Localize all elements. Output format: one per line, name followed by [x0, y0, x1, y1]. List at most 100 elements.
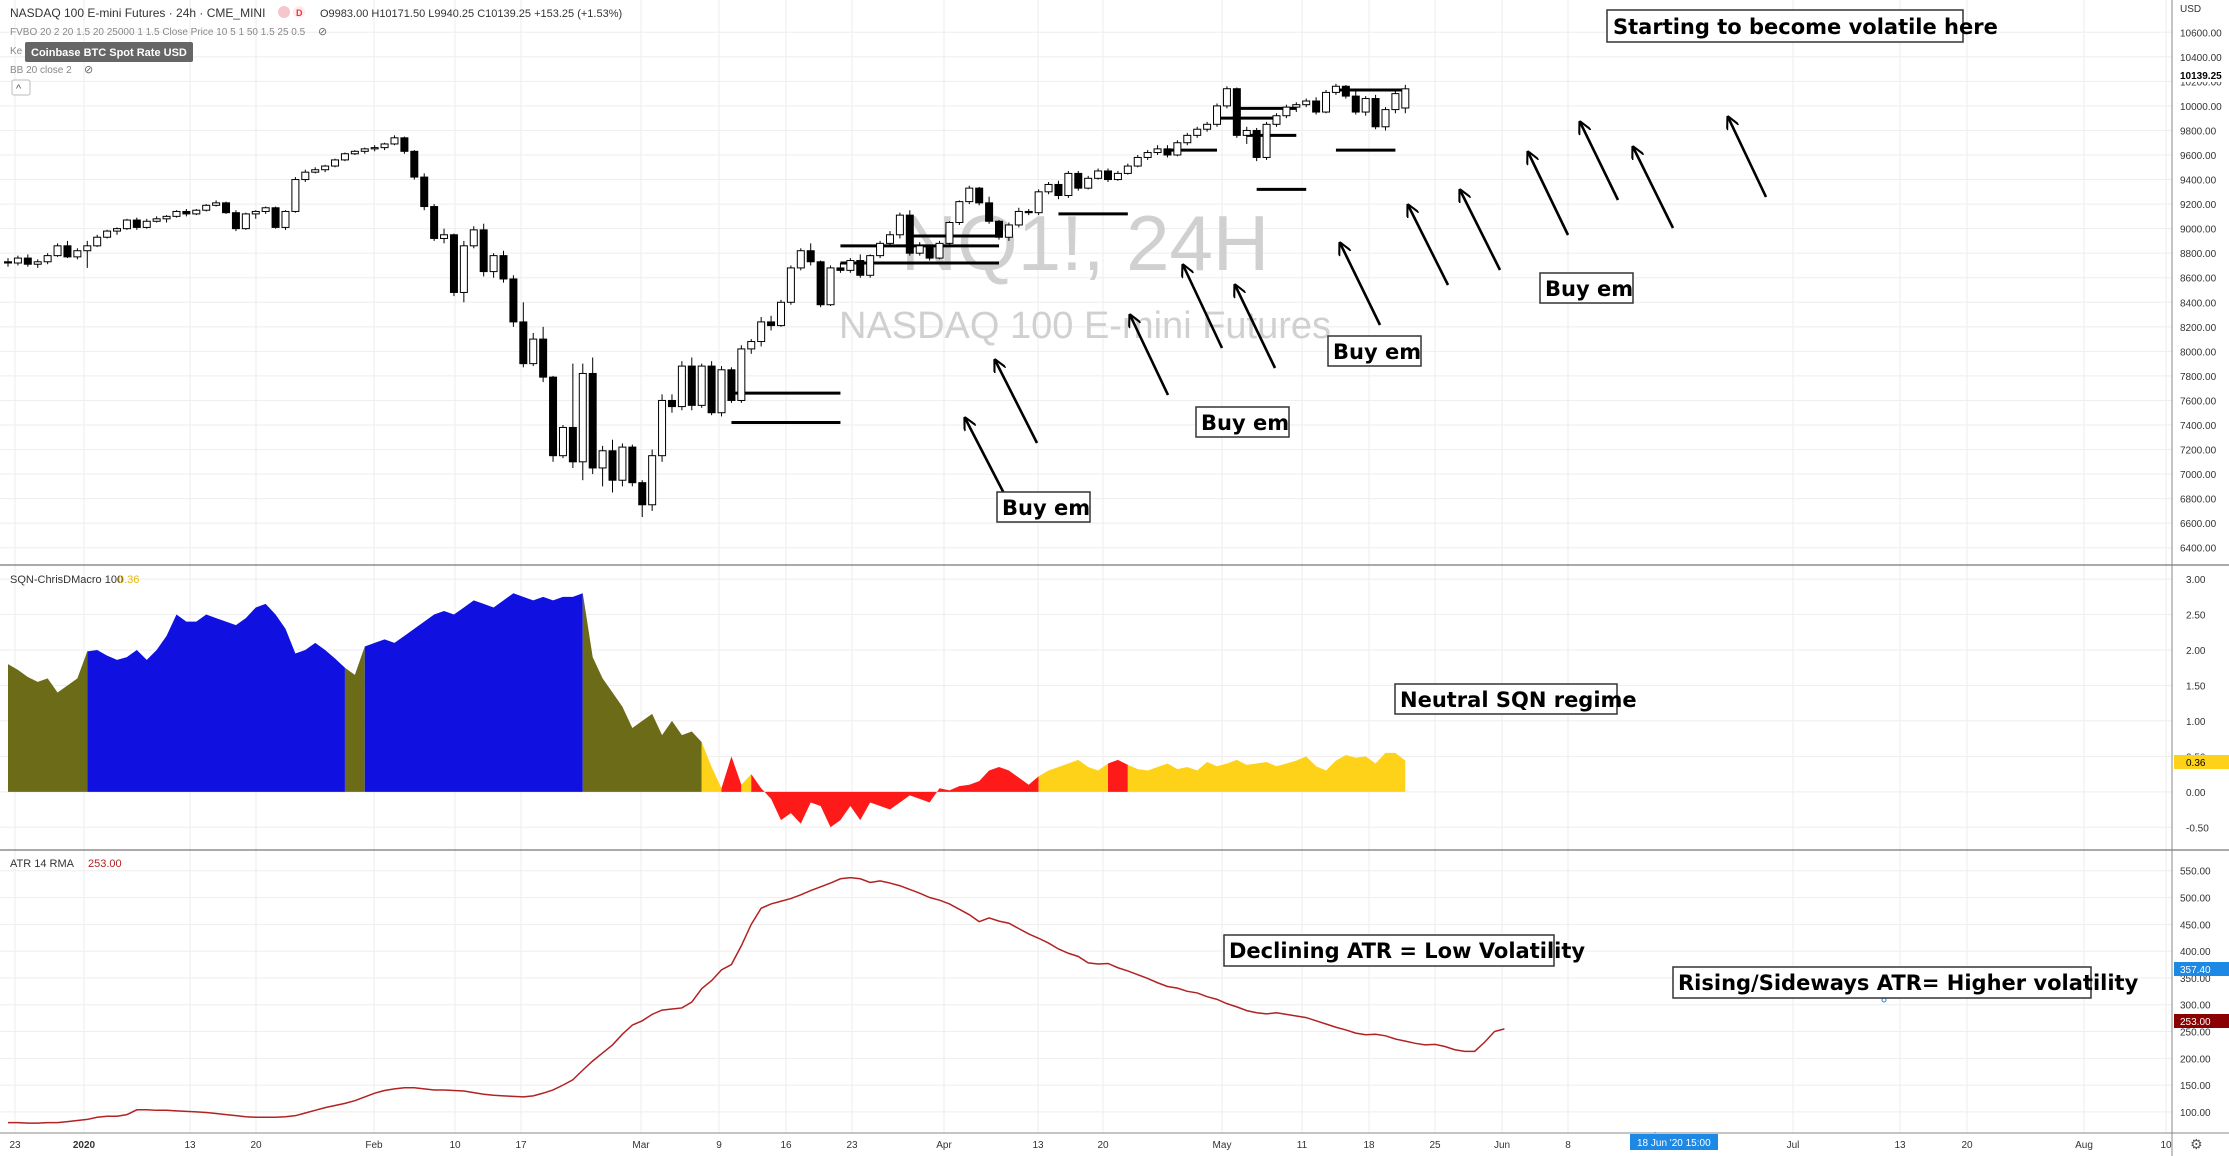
- candle[interactable]: [1054, 180, 1063, 200]
- candle[interactable]: [53, 243, 62, 257]
- candle[interactable]: [1143, 150, 1152, 160]
- candle[interactable]: [241, 212, 250, 230]
- collapse-legend-button[interactable]: [11, 79, 31, 96]
- candle[interactable]: [23, 254, 32, 267]
- candle[interactable]: [796, 248, 805, 271]
- candle[interactable]: [172, 210, 181, 218]
- candle[interactable]: [311, 167, 320, 174]
- candle[interactable]: [915, 242, 924, 256]
- candle[interactable]: [1282, 104, 1291, 119]
- candle[interactable]: [440, 228, 449, 244]
- candle[interactable]: [975, 186, 984, 206]
- candle[interactable]: [866, 254, 875, 278]
- candle[interactable]: [717, 366, 726, 417]
- candle[interactable]: [1064, 170, 1073, 198]
- candle[interactable]: [132, 217, 141, 230]
- candle[interactable]: [727, 367, 736, 403]
- candle[interactable]: [1203, 121, 1212, 132]
- candle[interactable]: [1213, 103, 1222, 127]
- candle[interactable]: [350, 150, 359, 155]
- candle[interactable]: [697, 363, 706, 408]
- candle[interactable]: [152, 216, 161, 223]
- candle[interactable]: [1123, 163, 1132, 175]
- candle[interactable]: [192, 209, 201, 216]
- candle[interactable]: [1024, 209, 1033, 216]
- candle[interactable]: [1133, 155, 1142, 168]
- candle[interactable]: [13, 255, 22, 266]
- candle[interactable]: [1381, 107, 1390, 131]
- candle[interactable]: [1272, 113, 1281, 127]
- candle[interactable]: [459, 240, 468, 303]
- candle[interactable]: [1113, 170, 1122, 181]
- candle[interactable]: [707, 361, 716, 416]
- candle[interactable]: [1341, 85, 1350, 99]
- candle[interactable]: [529, 332, 538, 367]
- candle[interactable]: [142, 218, 151, 229]
- candle[interactable]: [291, 177, 300, 213]
- candle[interactable]: [1222, 86, 1231, 109]
- candle[interactable]: [1153, 145, 1162, 155]
- sqn-legend[interactable]: SQN-ChrisDMacro 100: [10, 574, 123, 586]
- candle[interactable]: [658, 394, 667, 462]
- currency-label[interactable]: USD: [2180, 4, 2201, 15]
- candle[interactable]: [261, 206, 270, 214]
- candle[interactable]: [1173, 140, 1182, 157]
- eye-off-icon-2[interactable]: ⊘: [84, 64, 93, 76]
- candle[interactable]: [1312, 97, 1321, 115]
- candle[interactable]: [93, 234, 102, 248]
- candle[interactable]: [955, 200, 964, 225]
- atr-axis[interactable]: 100.00 150.00 200.00 250.00 300.00 350.00 400.…: [2180, 867, 2211, 1119]
- candle[interactable]: [1401, 84, 1410, 114]
- candle[interactable]: [489, 253, 498, 278]
- candle[interactable]: [539, 326, 548, 383]
- candle[interactable]: [420, 173, 429, 211]
- candle[interactable]: [1391, 91, 1400, 114]
- candle[interactable]: [687, 357, 696, 411]
- candle[interactable]: [1004, 222, 1013, 241]
- candle[interactable]: [1034, 189, 1043, 216]
- candle[interactable]: [925, 244, 934, 261]
- candle[interactable]: [549, 375, 558, 462]
- candle[interactable]: [667, 394, 676, 413]
- candle[interactable]: [945, 221, 954, 245]
- candle[interactable]: [499, 250, 508, 283]
- candle[interactable]: [33, 259, 42, 268]
- candle[interactable]: [677, 361, 686, 411]
- candle[interactable]: [1242, 126, 1251, 144]
- candle[interactable]: [73, 248, 82, 260]
- candle[interactable]: [380, 142, 389, 151]
- candle[interactable]: [1094, 168, 1103, 180]
- candle[interactable]: [390, 135, 399, 146]
- candle[interactable]: [162, 215, 171, 223]
- candle[interactable]: [806, 243, 815, 266]
- candle[interactable]: [212, 200, 221, 207]
- candle[interactable]: [231, 210, 240, 232]
- candle[interactable]: [965, 185, 974, 205]
- candle[interactable]: [1183, 132, 1192, 146]
- eye-off-icon[interactable]: ⊘: [318, 26, 327, 38]
- candle[interactable]: [83, 240, 92, 268]
- candle[interactable]: [1014, 207, 1023, 228]
- candle[interactable]: [103, 229, 112, 239]
- candle[interactable]: [747, 339, 756, 354]
- candle[interactable]: [340, 152, 349, 162]
- candle[interactable]: [1252, 128, 1261, 162]
- candle[interactable]: [638, 480, 647, 518]
- candle[interactable]: [826, 265, 835, 306]
- candle[interactable]: [786, 265, 795, 305]
- candle[interactable]: [251, 210, 260, 219]
- candle[interactable]: [588, 357, 597, 475]
- candle[interactable]: [360, 147, 369, 154]
- candle[interactable]: [271, 206, 280, 229]
- candle[interactable]: [1084, 175, 1093, 190]
- candle[interactable]: [202, 204, 211, 212]
- candle[interactable]: [321, 164, 330, 173]
- candle[interactable]: [737, 345, 746, 403]
- fvbo-indicator-label[interactable]: FVBO 20 2 20 1.5 20 25000 1 1.5 Close Pr…: [10, 27, 306, 38]
- candle[interactable]: [1302, 98, 1311, 108]
- candle[interactable]: [331, 158, 340, 168]
- candle[interactable]: [776, 299, 785, 327]
- candle[interactable]: [63, 240, 72, 259]
- candle[interactable]: [1044, 182, 1053, 195]
- candle[interactable]: [905, 210, 914, 256]
